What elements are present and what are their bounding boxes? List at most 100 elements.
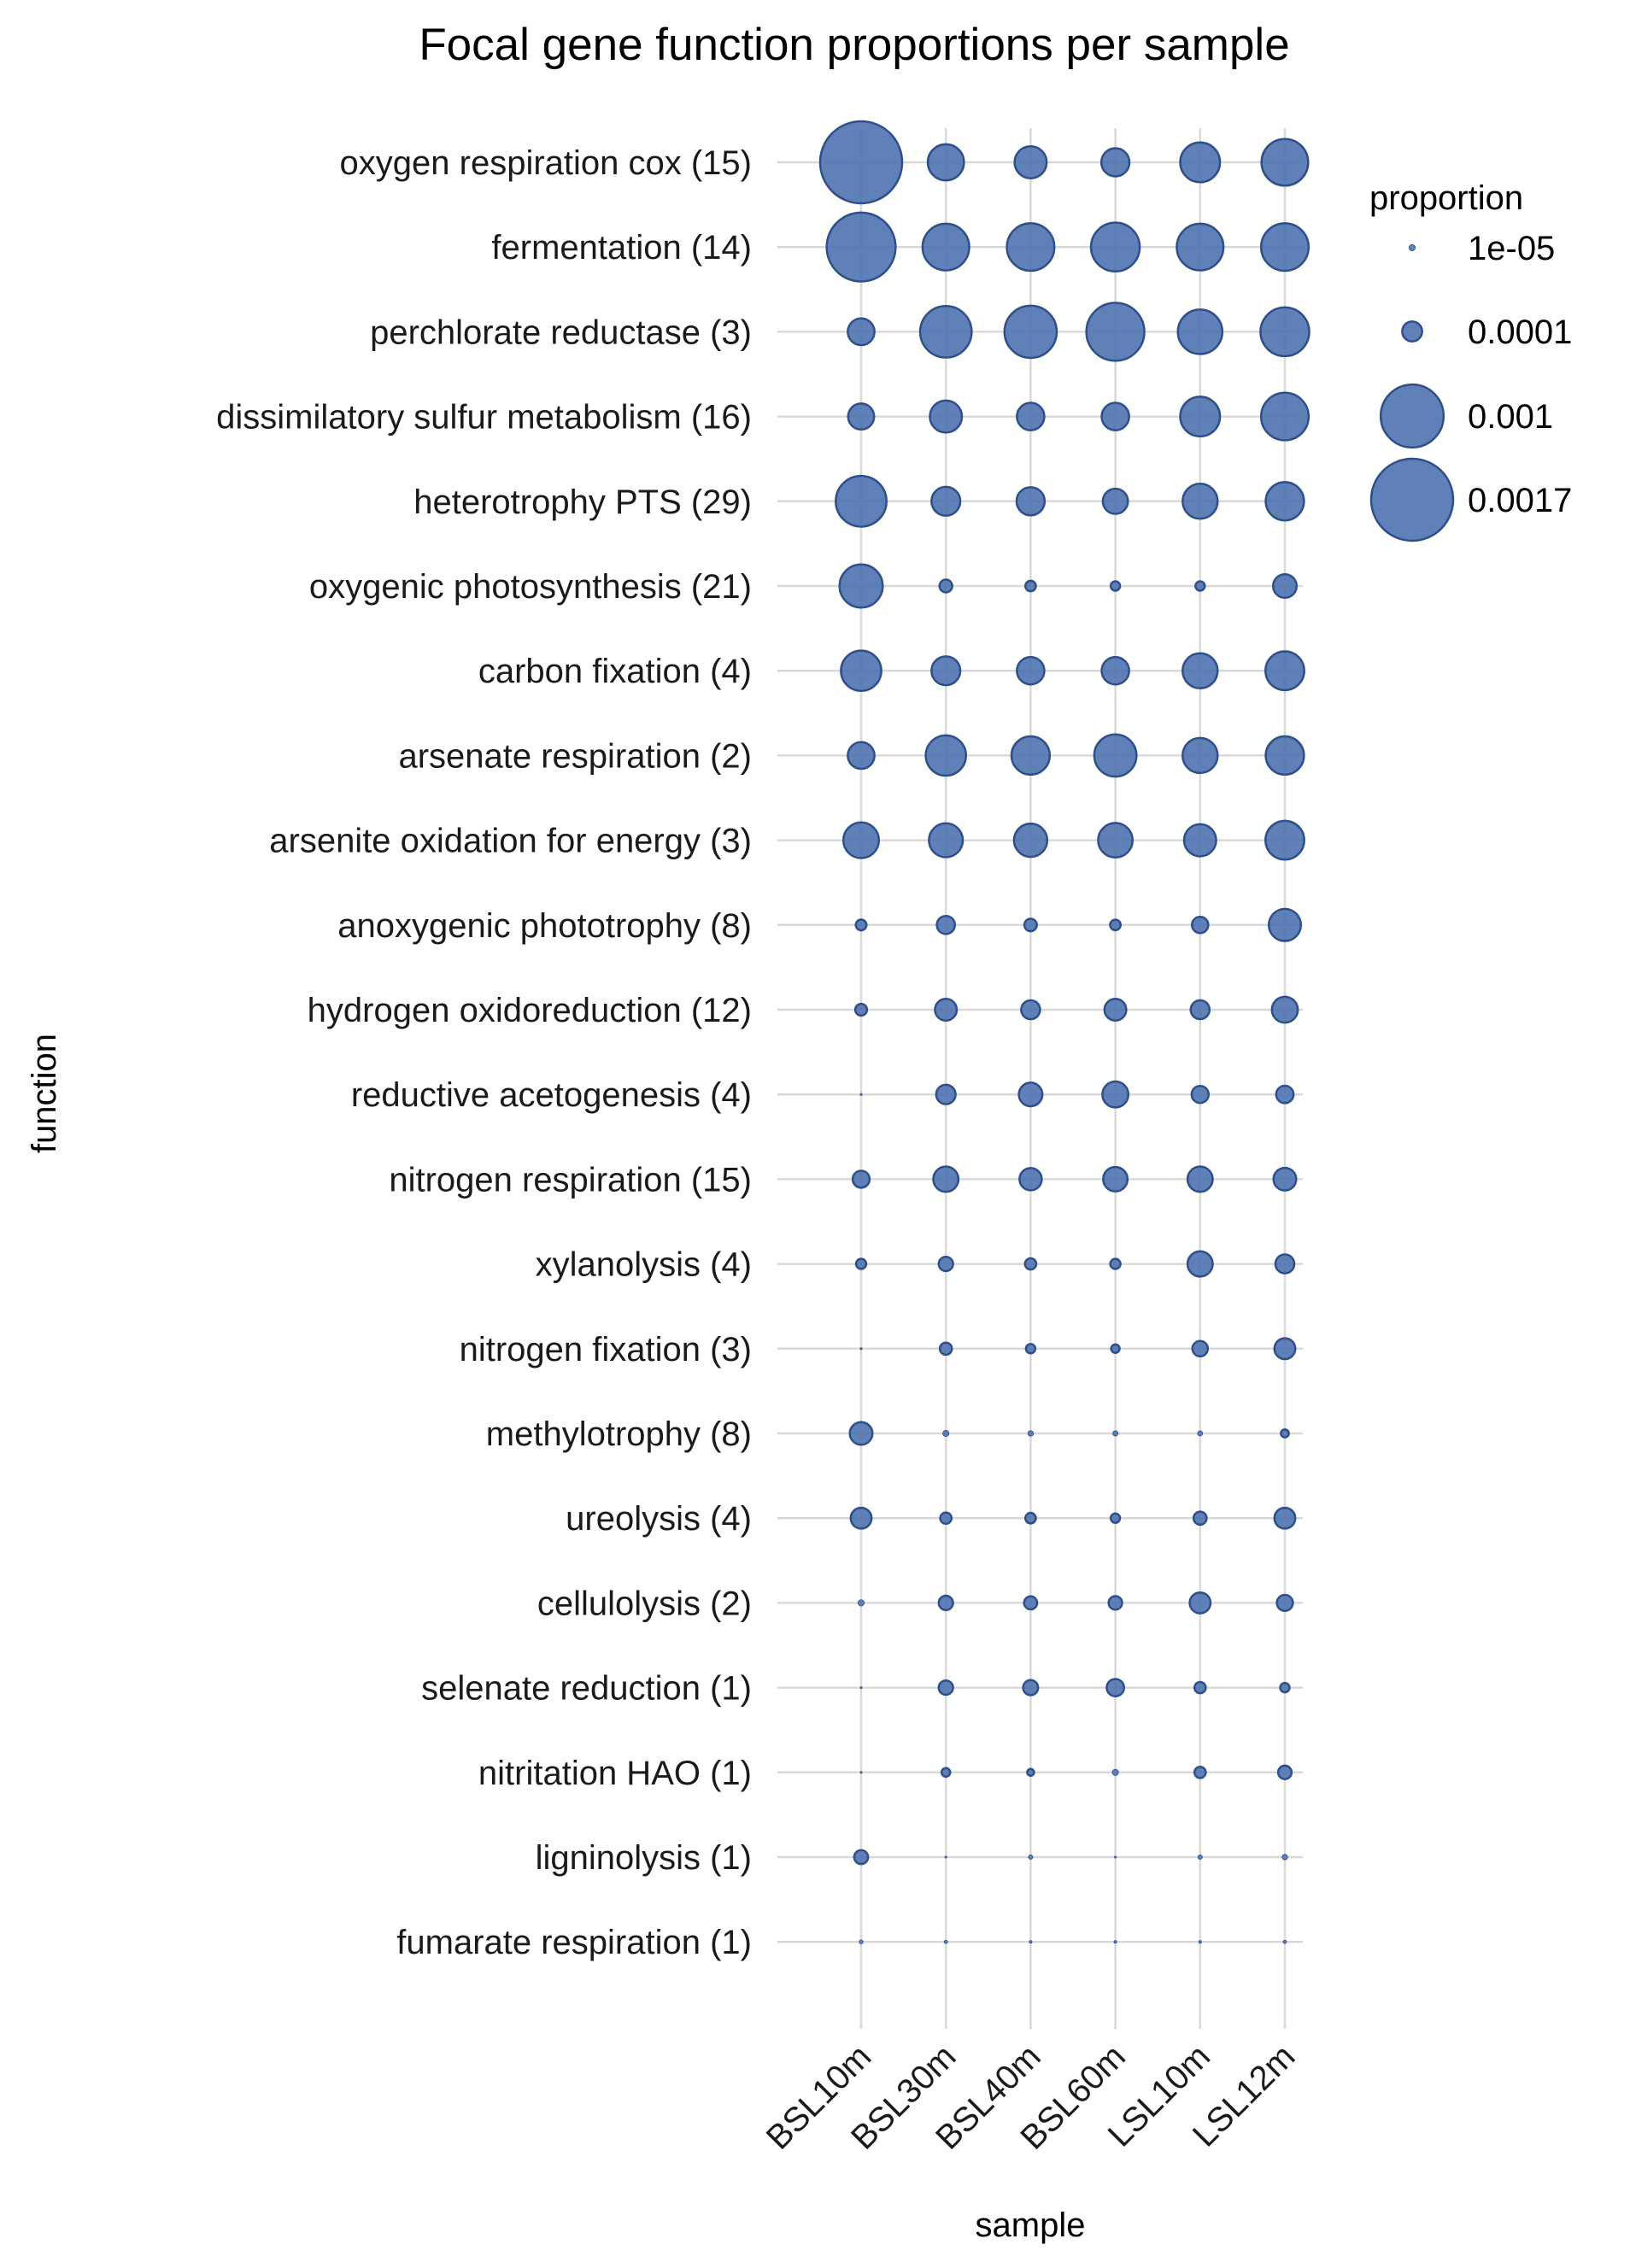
legend-label: 1e-05 xyxy=(1468,230,1555,267)
legend-label: 0.0017 xyxy=(1468,482,1572,519)
y-tick-label: methylotrophy (8) xyxy=(486,1415,752,1453)
data-point xyxy=(1264,735,1305,777)
data-point xyxy=(1281,1854,1288,1861)
chart-title: Focal gene function proportions per samp… xyxy=(419,20,1289,70)
data-point xyxy=(1110,1343,1121,1354)
data-point xyxy=(1191,916,1210,935)
y-tick-label: cellulolysis (2) xyxy=(537,1585,752,1622)
data-point xyxy=(857,1599,865,1607)
data-point xyxy=(921,222,970,272)
data-point xyxy=(847,741,876,771)
data-point xyxy=(935,1083,957,1105)
data-point xyxy=(1023,1595,1039,1611)
data-point xyxy=(1016,401,1046,431)
data-point xyxy=(1100,401,1130,431)
data-point xyxy=(1182,823,1217,858)
data-point xyxy=(1017,1081,1044,1108)
data-point xyxy=(928,822,965,859)
data-point xyxy=(1186,1165,1214,1193)
data-point xyxy=(937,1594,954,1612)
data-point xyxy=(1109,1257,1122,1270)
data-point xyxy=(1276,1764,1293,1780)
data-point xyxy=(1028,1855,1034,1860)
data-point xyxy=(943,1939,948,1944)
data-point xyxy=(1103,997,1128,1023)
data-point xyxy=(1016,655,1046,686)
y-tick-label: nitrogen respiration (15) xyxy=(389,1161,752,1198)
data-point xyxy=(1282,1939,1287,1944)
data-point xyxy=(1273,1506,1297,1530)
data-point xyxy=(835,474,888,528)
data-point xyxy=(932,1165,960,1193)
data-point xyxy=(939,1511,953,1526)
data-point xyxy=(1186,1250,1214,1278)
data-point xyxy=(853,1002,869,1017)
data-point xyxy=(1111,1768,1119,1776)
data-point xyxy=(1194,580,1206,592)
data-point xyxy=(1023,579,1037,593)
data-point xyxy=(849,1506,873,1530)
legend-point xyxy=(1408,243,1416,252)
data-point xyxy=(937,1679,954,1697)
data-point xyxy=(848,1421,874,1446)
data-point xyxy=(1089,221,1141,273)
y-tick-label: ligninolysis (1) xyxy=(536,1839,752,1877)
data-point xyxy=(1023,1257,1038,1271)
data-point xyxy=(1259,391,1310,442)
x-axis-title: sample xyxy=(976,2206,1086,2244)
data-point xyxy=(1274,1253,1296,1275)
y-tick-label: fermentation (14) xyxy=(491,229,752,267)
data-point xyxy=(1024,1343,1037,1355)
data-point xyxy=(935,914,957,935)
data-point xyxy=(1264,819,1305,861)
y-tick-label: hydrogen oxidoreduction (12) xyxy=(308,992,752,1029)
data-point xyxy=(847,402,876,431)
data-point xyxy=(929,399,964,434)
y-tick-label: dissimilatory sulfur metabolism (16) xyxy=(216,399,752,437)
data-point xyxy=(1093,733,1138,778)
data-points xyxy=(818,120,1310,1944)
data-point xyxy=(1179,141,1222,184)
data-point xyxy=(1023,1511,1037,1525)
data-point xyxy=(1107,1595,1123,1611)
data-point xyxy=(1099,147,1131,178)
data-point xyxy=(926,143,965,182)
y-tick-label: anoxygenic phototrophy (8) xyxy=(337,907,752,945)
data-point xyxy=(1259,222,1310,273)
data-point xyxy=(1198,1940,1202,1944)
data-point xyxy=(859,1771,863,1774)
y-tick-labels: oxygen respiration cox (15) fermentation … xyxy=(216,144,752,1961)
y-tick-label: arsenate respiration (2) xyxy=(398,737,752,775)
data-point xyxy=(1029,1940,1033,1944)
data-point xyxy=(1097,822,1135,859)
size-legend: proportion 1e-05 0.0001 0.001 0.0017 xyxy=(1369,179,1572,542)
data-point xyxy=(1018,1167,1043,1192)
data-point xyxy=(851,1169,871,1189)
data-point xyxy=(1272,1166,1298,1192)
legend-point xyxy=(1369,457,1455,542)
y-axis-title: function xyxy=(26,1034,63,1153)
y-tick-label: nitritation HAO (1) xyxy=(478,1755,752,1792)
data-point xyxy=(1279,1681,1291,1694)
legend-title: proportion xyxy=(1369,179,1523,217)
data-point xyxy=(859,1093,863,1096)
y-tick-label: selenate reduction (1) xyxy=(421,1670,752,1708)
data-point xyxy=(1197,1855,1203,1860)
y-tick-label: oxygenic photosynthesis (21) xyxy=(309,568,752,606)
data-point xyxy=(924,734,968,777)
data-point xyxy=(1020,999,1041,1021)
data-point xyxy=(1193,1765,1207,1779)
data-point xyxy=(1101,1080,1130,1109)
data-point xyxy=(859,1347,863,1351)
data-point xyxy=(918,305,973,359)
data-point xyxy=(1105,1678,1125,1697)
data-point xyxy=(859,1939,864,1944)
data-point xyxy=(1010,735,1052,777)
data-point xyxy=(1176,222,1225,272)
data-point xyxy=(1270,995,1299,1024)
data-point xyxy=(944,1855,947,1859)
data-point xyxy=(1027,1430,1035,1437)
y-tick-label: oxygen respiration cox (15) xyxy=(340,144,752,182)
